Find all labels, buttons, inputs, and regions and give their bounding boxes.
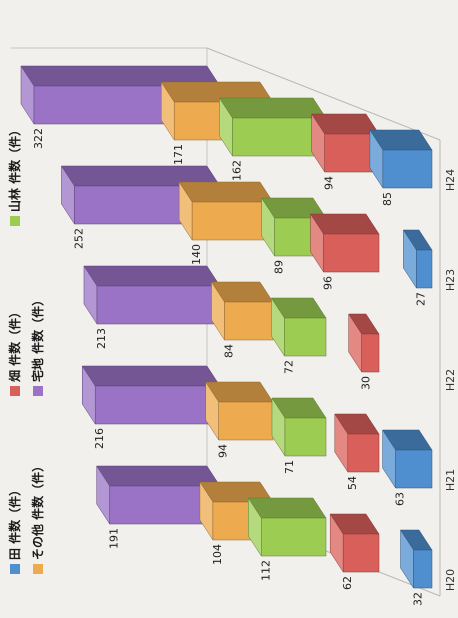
data-label-s0-c1: 63: [394, 492, 407, 506]
bar-front-s4-c2: [96, 285, 221, 325]
bar-front-s2-c1: [284, 417, 327, 457]
bar-front-s3-c1: [218, 401, 274, 441]
x-tick-label-H20: H20: [444, 569, 457, 591]
bar-front-s0-c0: [413, 549, 433, 589]
data-label-s3-c3: 140: [190, 244, 203, 265]
data-label-s4-c3: 252: [72, 228, 85, 249]
x-tick-label-H22: H22: [444, 369, 457, 391]
bar-side-s4-c1: [81, 365, 221, 387]
data-label-s4-c2: 213: [95, 328, 108, 349]
bar-side-s2-c0: [247, 497, 327, 519]
data-label-s1-c3: 96: [322, 276, 335, 290]
bar-front-s0-c1: [395, 449, 433, 489]
bar-front-s3-c2: [224, 301, 274, 341]
data-label-s0-c3: 27: [414, 292, 427, 306]
x-tick-label-H21: H21: [444, 469, 457, 491]
data-label-s2-c0: 112: [259, 560, 272, 581]
bar-front-s2-c0: [261, 517, 327, 557]
x-tick-label-H24: H24: [444, 169, 457, 191]
data-label-s1-c0: 62: [341, 576, 354, 590]
data-label-s2-c3: 89: [273, 260, 286, 274]
x-tick-label-H23: H23: [444, 269, 457, 291]
data-label-s0-c0: 32: [412, 592, 425, 606]
bar-front-s3-c3: [191, 201, 274, 241]
bar-front-s0-c4: [382, 149, 433, 189]
data-label-s3-c1: 94: [217, 444, 230, 458]
bar-front-s1-c3: [323, 233, 380, 273]
data-label-s1-c1: 54: [346, 476, 359, 490]
data-label-s2-c4: 162: [230, 160, 243, 181]
data-label-s1-c2: 30: [360, 376, 373, 390]
bar-front-s1-c0: [342, 533, 380, 573]
data-label-s3-c2: 84: [222, 344, 235, 358]
data-label-s4-c0: 191: [108, 528, 121, 549]
data-label-s2-c1: 71: [283, 460, 296, 474]
bar-side-s2-c4: [218, 97, 327, 119]
floor-right-edge: [206, 47, 441, 141]
bar-front-s0-c3: [416, 249, 433, 289]
data-label-s1-c4: 94: [323, 176, 336, 190]
bar-front-s4-c1: [94, 385, 221, 425]
data-label-s3-c4: 171: [172, 144, 185, 165]
data-label-s4-c4: 322: [32, 128, 45, 149]
data-label-s2-c2: 72: [282, 360, 295, 374]
bar-front-s2-c2: [284, 317, 327, 357]
bar-front-s1-c2: [361, 333, 380, 373]
bar-side-s3-c3: [178, 181, 274, 203]
data-label-s0-c4: 85: [381, 192, 394, 206]
bar-side-s4-c2: [83, 265, 221, 287]
bar-front-s1-c1: [347, 433, 380, 473]
data-label-s4-c1: 216: [93, 428, 106, 449]
data-label-s3-c0: 104: [211, 544, 224, 565]
